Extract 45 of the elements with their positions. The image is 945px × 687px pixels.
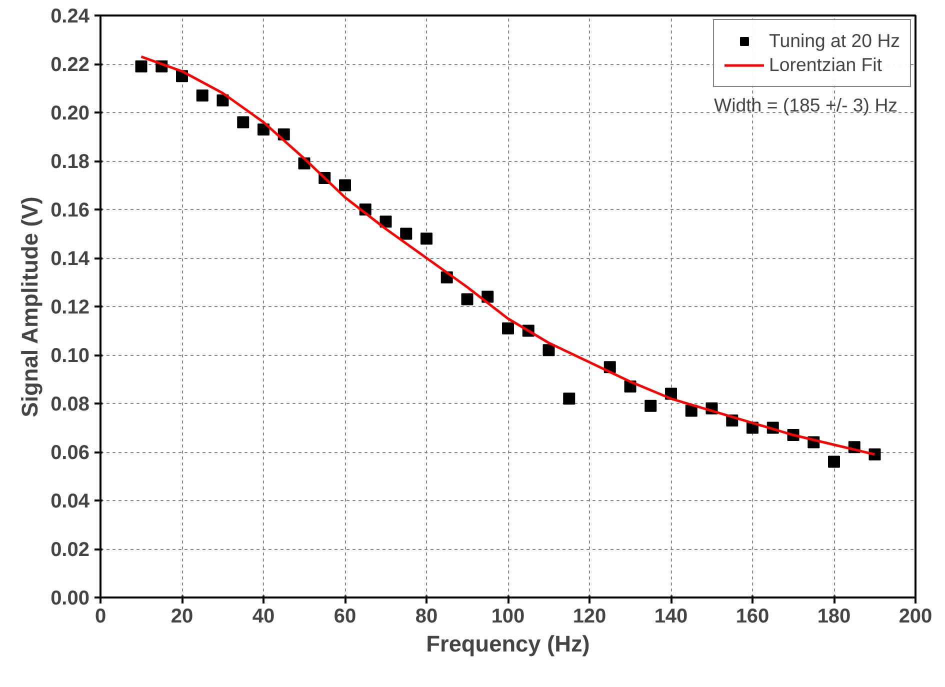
y-tick-label: 0.24 <box>50 6 90 28</box>
point <box>420 232 432 245</box>
point <box>685 404 698 417</box>
y-tick-label: 0.18 <box>50 151 90 173</box>
x-tick-label: 180 <box>817 606 851 628</box>
annotation: Width = (185 +/- 3) Hz <box>714 94 898 116</box>
point <box>135 60 148 72</box>
y-tick-label: 0.20 <box>50 102 90 124</box>
x-tick-label: 200 <box>898 606 932 628</box>
point <box>644 400 657 412</box>
y-tick-label: 0.00 <box>50 588 90 610</box>
x-tick-label: 100 <box>491 606 525 628</box>
y-tick-label: 0.12 <box>50 296 90 318</box>
x-tick-label: 140 <box>654 606 688 628</box>
y-tick-label: 0.16 <box>50 200 90 222</box>
y-tick-label: 0.06 <box>50 442 90 464</box>
point <box>380 216 392 228</box>
point <box>502 322 514 334</box>
x-tick-label: 20 <box>170 606 194 628</box>
legend-label: Lorentzian Fit <box>768 54 882 76</box>
x-tick-label: 40 <box>252 606 275 628</box>
x-tick-label: 80 <box>415 606 438 628</box>
y-tick-label: 0.04 <box>50 490 90 512</box>
point <box>400 228 412 240</box>
point <box>258 123 270 136</box>
point <box>216 94 229 106</box>
y-axis-title: Signal Amplitude (V) <box>16 196 43 418</box>
point <box>237 116 250 128</box>
x-axis-title: Frequency (Hz) <box>426 630 590 656</box>
y-tick-label: 0.22 <box>50 54 90 76</box>
x-tick-label: 120 <box>572 606 606 628</box>
x-tick-label: 160 <box>736 606 770 628</box>
x-tick-label: 0 <box>94 606 106 628</box>
y-tick-label: 0.02 <box>50 539 90 561</box>
point <box>828 456 840 468</box>
y-tick-label: 0.08 <box>50 394 90 416</box>
point <box>196 90 208 102</box>
y-tick-label: 0.10 <box>50 345 90 367</box>
legend-label: Tuning at 20 Hz <box>768 30 900 52</box>
point <box>339 179 351 192</box>
point <box>563 392 576 405</box>
point <box>461 293 474 306</box>
point <box>542 344 555 356</box>
x-tick-label: 60 <box>334 606 356 628</box>
y-tick-label: 0.14 <box>50 248 90 270</box>
